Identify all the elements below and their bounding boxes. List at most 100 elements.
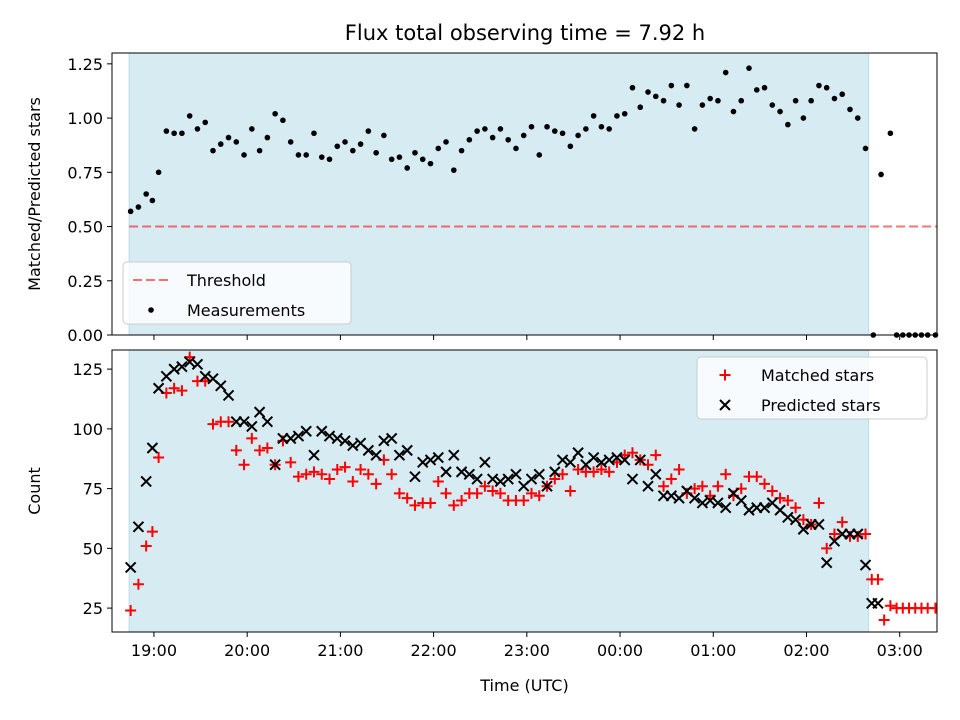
measurement-point [233,139,240,145]
predicted-star-point [479,456,491,469]
predicted-star-point [719,502,732,514]
predicted-star-point [510,468,522,480]
legend-measurement-marker [148,307,154,313]
matched-star-point [140,540,152,552]
predicted-star-point [323,430,336,442]
measurement-point [730,108,737,115]
predicted-star-point [572,447,584,459]
predicted-star-point [743,504,755,516]
predicted-star-point [471,473,483,485]
y-tick-label: 1.25 [67,55,103,74]
predicted-star-point [782,511,794,523]
matched-star-point [425,497,437,509]
matched-star-point [355,463,367,475]
matched-star-point [821,542,833,554]
predicted-star-point [168,363,180,375]
measurement-point [598,123,605,130]
y-tick-label: 0.00 [67,326,103,345]
predicted-star-point [292,430,305,442]
matched-star-point [125,604,137,616]
y-tick-label: 0.50 [67,218,103,237]
measurement-point [489,134,496,141]
y-tick-label: 0.75 [67,163,103,182]
y-tick-label: 50 [83,539,103,558]
matched-star-point [230,444,242,456]
predicted-star-point [603,454,615,466]
measurement-point [513,145,519,152]
matched-star-point [300,468,312,480]
predicted-star-point [797,523,810,535]
measurement-point [583,126,589,132]
matched-star-point [362,468,374,480]
measurement-point [785,121,791,128]
matched-star-point [665,473,677,485]
predicted-star-point [339,435,351,447]
measurement-point [536,152,543,158]
measurement-point [225,134,232,141]
matched-star-point [595,463,607,475]
matched-star-point [409,499,421,511]
predicted-star-point [704,494,716,507]
measurement-point [373,149,379,156]
matched-star-point [308,466,320,478]
matched-star-point [525,487,537,499]
measurement-point [831,95,838,102]
matched-star-point [132,578,144,590]
legend-matched-marker [719,369,731,381]
matched-star-point [759,478,771,490]
predicted-star-point [417,456,429,469]
legend-entry-label: Measurements [187,301,305,320]
measurement-point [388,156,395,163]
chart-title: Flux total observing time = 7.92 h [345,21,705,45]
measurement-point [823,84,830,91]
legend-predicted-marker [719,399,731,411]
predicted-star-point [261,415,274,428]
predicted-star-point [253,406,266,418]
measurement-point [676,102,682,108]
measurement-point [590,113,597,119]
measurement-point [427,160,434,167]
predicted-star-point [859,559,872,571]
matched-star-point [153,452,165,464]
matched-star-point [884,600,896,612]
predicted-star-point [393,449,406,461]
measurement-point [287,139,294,145]
predicted-star-point [269,459,281,471]
x-tick-label: 01:00 [690,641,736,660]
top-panel-plot: 0.00 0.25 0.50 0.75 1.00 1.25 Matched/Predicte… [25,52,939,345]
measurement-point [738,97,745,104]
measurement-point [792,97,799,104]
predicted-star-point [199,370,211,382]
predicted-star-point [378,435,390,447]
predicted-star-point [385,432,398,445]
matched-star-point [564,485,576,497]
predicted-star-point [316,425,328,437]
y-tick-label: 125 [72,360,103,379]
measurement-point [127,208,134,215]
matched-star-point [696,480,708,492]
predicted-star-point [642,480,654,492]
measurement-point [637,104,644,111]
predicted-star-point [735,494,747,507]
matched-star-point [292,471,304,483]
matched-star-point [813,497,825,509]
measurement-point [249,126,255,132]
matched-star-point [557,468,569,480]
measurement-point [404,165,410,171]
measurement-point [753,87,760,93]
predicted-star-point [300,425,312,437]
matched-star-point [393,487,405,499]
matched-star-point [331,463,343,475]
predicted-star-point [813,518,825,531]
y-tick-label: 0.25 [67,272,103,291]
predicted-star-point [564,456,577,469]
predicted-star-point [146,442,159,454]
predicted-star-point [284,432,297,445]
measurement-point [171,130,177,137]
y-tick-label: 25 [83,599,103,618]
predicted-star-point [432,451,444,464]
measurement-point [350,147,356,154]
measurement-point [839,91,846,98]
measurement-point [878,171,884,178]
